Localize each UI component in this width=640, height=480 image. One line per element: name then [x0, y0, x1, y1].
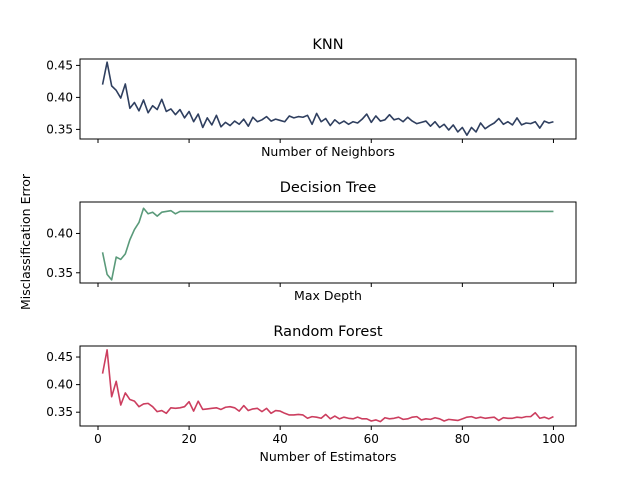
x-tick-label: 60 [364, 432, 379, 446]
y-tick-label: 0.45 [46, 350, 73, 364]
y-tick-label: 0.40 [46, 90, 73, 104]
shared-y-axis-label: Misclassification Error [18, 173, 33, 310]
x-axis-label: Number of Neighbors [261, 144, 395, 159]
panels: KNN 0.35 0.40 0.45 Number of Neighbors Decisi… [46, 37, 577, 464]
x-tick-label: 80 [455, 432, 470, 446]
chart-title: Decision Tree [280, 180, 377, 196]
chart-title: KNN [312, 37, 343, 53]
chart-panel-2: Decision Tree 0.35 0.40 Max Depth [46, 180, 577, 303]
series-line [101, 61, 554, 136]
axes-frame [79, 345, 577, 427]
axes-frame [79, 201, 577, 284]
y-tick-label: 0.40 [46, 226, 73, 240]
x-tick-label: 0 [94, 432, 102, 446]
y-tick-label: 0.40 [46, 378, 73, 392]
chart-panel-3: Random Forest 0 20 40 60 80 100 0.35 0.40 0.45 Num… [46, 324, 577, 464]
x-tick-label: 40 [273, 432, 288, 446]
axes-frame [79, 58, 577, 140]
x-tick-label: 20 [181, 432, 196, 446]
y-tick-label: 0.35 [46, 405, 73, 419]
y-tick-label: 0.45 [46, 58, 73, 72]
chart-panel-1: KNN 0.35 0.40 0.45 Number of Neighbors [46, 37, 577, 159]
y-tick-label: 0.35 [46, 266, 73, 280]
chart-title: Random Forest [273, 324, 382, 340]
series-line [101, 207, 554, 281]
x-axis-label: Max Depth [294, 288, 362, 303]
x-axis-label: Number of Estimators [259, 449, 396, 464]
series-line [101, 349, 554, 423]
x-tick-label: 100 [542, 432, 565, 446]
y-tick-label: 0.35 [46, 122, 73, 136]
